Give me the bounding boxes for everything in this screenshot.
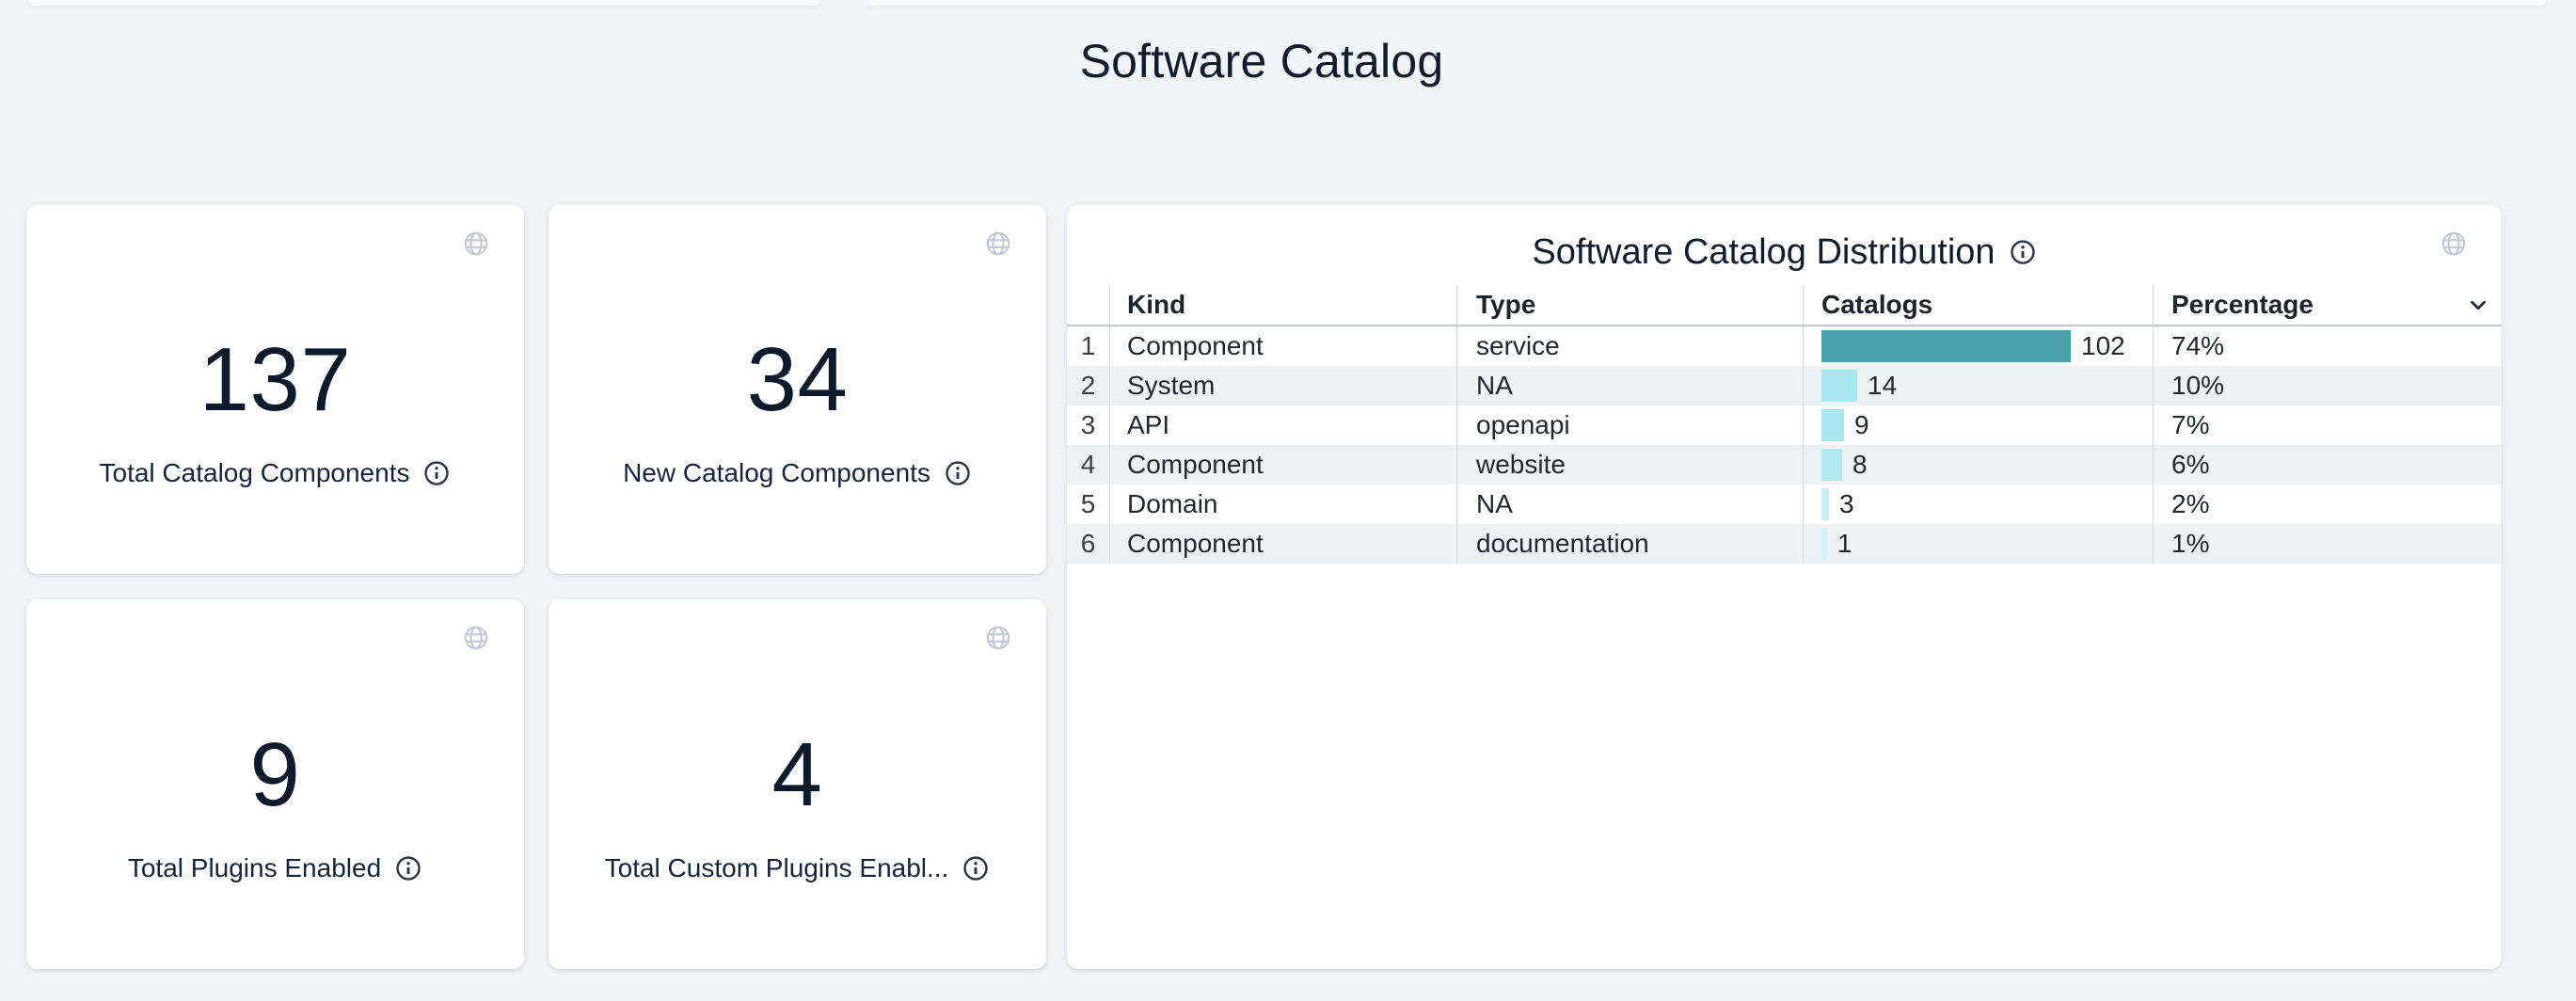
cell-percentage: 6% — [2153, 445, 2502, 485]
row-index: 3 — [1080, 410, 1096, 439]
cell-catalogs: 3 — [1803, 485, 2153, 524]
cell-type: service — [1456, 326, 1803, 366]
globe-icon[interactable] — [462, 624, 490, 652]
cell-percentage: 74% — [2153, 326, 2502, 366]
column-header-kind[interactable]: Kind — [1109, 285, 1456, 325]
table-row: 4 Component website 8 6% — [1067, 445, 2502, 485]
cell-type: documentation — [1456, 524, 1803, 564]
table-row: 5 Domain NA 3 2% — [1067, 485, 2502, 524]
column-header-type[interactable]: Type — [1456, 285, 1803, 325]
card-title: Software Catalog Distribution — [1532, 231, 1996, 272]
cell-kind: Component — [1109, 326, 1456, 366]
row-index: 4 — [1080, 450, 1096, 479]
globe-icon[interactable] — [984, 624, 1012, 652]
cell-kind: Component — [1109, 445, 1456, 485]
cell-percentage: 10% — [2153, 366, 2502, 405]
catalog-count: 1 — [1837, 529, 1852, 558]
stat-card-total-catalog-components: 137 Total Catalog Components — [26, 205, 524, 574]
catalog-bar — [1821, 409, 1844, 441]
catalog-bar — [1821, 528, 1827, 560]
catalog-bar — [1821, 330, 2071, 362]
cell-kind: Domain — [1109, 485, 1456, 524]
cell-kind: Component — [1109, 524, 1456, 564]
cell-percentage: 2% — [2153, 485, 2502, 524]
stat-card-new-catalog-components: 34 New Catalog Components — [549, 205, 1046, 574]
cell-percentage: 1% — [2153, 524, 2502, 564]
software-catalog-distribution-card: Software Catalog Distribution Kind Type … — [1067, 205, 2502, 969]
column-header-catalogs[interactable]: Catalogs — [1803, 285, 2153, 325]
table-row: 2 System NA 14 10% — [1067, 366, 2502, 405]
cell-type: NA — [1456, 485, 1803, 524]
info-icon[interactable] — [944, 459, 972, 487]
catalog-count: 102 — [2081, 331, 2125, 360]
cell-catalogs: 14 — [1803, 366, 2153, 405]
distribution-table: Kind Type Catalogs Percentage 1 Componen… — [1067, 285, 2502, 564]
stat-label: Total Custom Plugins Enabl... — [604, 852, 949, 882]
catalog-bar — [1821, 370, 1857, 402]
cell-catalogs: 1 — [1803, 524, 2153, 564]
info-icon[interactable] — [962, 854, 990, 882]
info-icon[interactable] — [422, 459, 451, 487]
cell-type: website — [1456, 445, 1803, 485]
stat-label: Total Catalog Components — [99, 458, 410, 487]
catalog-count: 9 — [1854, 410, 1869, 439]
catalog-bar — [1821, 449, 1842, 481]
chevron-down-icon[interactable] — [2466, 293, 2490, 317]
stat-value: 137 — [199, 329, 352, 430]
row-index: 6 — [1080, 529, 1096, 558]
table-row: 3 API openapi 9 7% — [1067, 405, 2502, 445]
cell-catalogs: 9 — [1803, 405, 2153, 445]
row-index: 2 — [1080, 371, 1096, 400]
scrolled-card-bottom-edge — [29, 0, 820, 6]
stat-label: New Catalog Components — [623, 458, 930, 487]
stat-card-total-plugins-enabled: 9 Total Plugins Enabled — [26, 599, 524, 969]
stat-value: 34 — [746, 329, 849, 430]
catalog-count: 14 — [1868, 371, 1898, 400]
catalog-bar — [1821, 488, 1829, 520]
cell-catalogs: 102 — [1803, 326, 2153, 366]
info-icon[interactable] — [2009, 238, 2037, 266]
stat-value: 4 — [771, 723, 823, 825]
stat-label: Total Plugins Enabled — [127, 852, 382, 882]
catalog-count: 3 — [1839, 489, 1854, 518]
table-row: 6 Component documentation 1 1% — [1067, 524, 2502, 564]
cell-catalogs: 8 — [1803, 445, 2153, 485]
page-title: Software Catalog — [1079, 35, 1444, 87]
cell-kind: System — [1109, 366, 1456, 405]
catalog-count: 8 — [1852, 450, 1868, 479]
globe-icon[interactable] — [984, 230, 1012, 258]
scrolled-card-bottom-edge — [868, 0, 2546, 6]
info-icon[interactable] — [394, 854, 422, 882]
row-index: 1 — [1080, 331, 1096, 360]
table-header-row: Kind Type Catalogs Percentage — [1067, 285, 2502, 326]
column-header-percentage[interactable]: Percentage — [2153, 285, 2502, 325]
row-index: 5 — [1080, 489, 1096, 518]
globe-icon[interactable] — [462, 230, 490, 258]
stat-card-total-custom-plugins-enabled: 4 Total Custom Plugins Enabl... — [549, 599, 1046, 969]
cell-type: NA — [1456, 366, 1803, 405]
cell-kind: API — [1109, 405, 1456, 445]
table-row: 1 Component service 102 74% — [1067, 326, 2502, 366]
cell-type: openapi — [1456, 405, 1803, 445]
stat-value: 9 — [249, 723, 301, 825]
cell-percentage: 7% — [2153, 405, 2502, 445]
column-header-index — [1067, 285, 1109, 325]
globe-icon[interactable] — [2440, 230, 2468, 258]
